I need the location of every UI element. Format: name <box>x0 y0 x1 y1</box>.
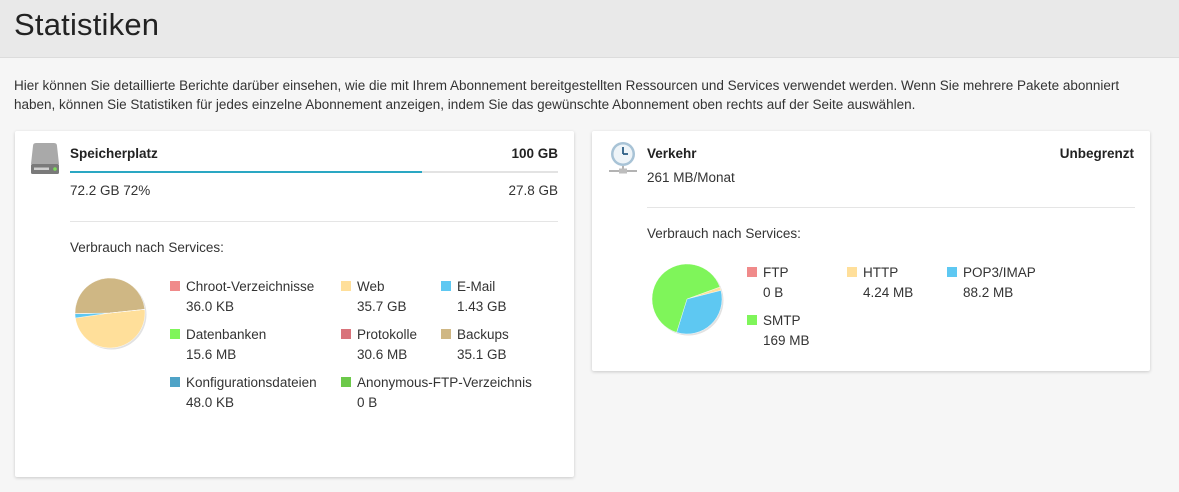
pie-slice-smtp <box>651 263 721 333</box>
legend-value: 15.6 MB <box>186 347 237 362</box>
legend-item: Chroot-Verzeichnisse 36.0 KB <box>170 277 314 317</box>
traffic-pie-chart <box>651 263 724 336</box>
page-title: Statistiken <box>14 7 160 42</box>
legend-item: Datenbanken 15.6 MB <box>170 325 266 365</box>
legend-label: Anonymous-FTP-Verzeichnis <box>357 375 532 390</box>
traffic-services-label: Verbrauch nach Services: <box>647 226 801 241</box>
legend-item: FTP 0 B <box>747 263 789 303</box>
legend-swatch <box>441 329 451 339</box>
traffic-title: Verkehr <box>647 146 697 161</box>
legend-label: Web <box>357 279 385 294</box>
legend-value: 36.0 KB <box>186 299 235 314</box>
divider <box>70 221 558 222</box>
legend-swatch <box>847 267 857 277</box>
pie-slice-backups <box>74 277 146 314</box>
legend-label: Chroot-Verzeichnisse <box>186 279 315 294</box>
legend-label: Konfigurationsdateien <box>186 375 317 390</box>
legend-value: 30.6 MB <box>357 347 408 362</box>
legend-label: SMTP <box>763 313 801 328</box>
legend-value: 1.43 GB <box>457 299 507 314</box>
legend-item: Anonymous-FTP-Verzeichnis 0 B <box>341 373 532 413</box>
legend-value: 88.2 MB <box>963 285 1014 300</box>
traffic-limit: Unbegrenzt <box>1059 146 1134 161</box>
storage-free: 27.8 GB <box>508 183 558 198</box>
storage-services-label: Verbrauch nach Services: <box>70 240 224 255</box>
legend-label: FTP <box>763 265 789 280</box>
legend-item: SMTP 169 MB <box>747 311 810 351</box>
legend-value: 48.0 KB <box>186 395 235 410</box>
storage-usage-bar <box>70 171 558 173</box>
legend-label: E-Mail <box>457 279 496 294</box>
legend-swatch <box>441 281 451 291</box>
legend-swatch <box>170 329 180 339</box>
pie-slice-web <box>75 309 146 349</box>
legend-value: 0 B <box>763 285 784 300</box>
legend-item: Backups 35.1 GB <box>441 325 509 365</box>
legend-value: 169 MB <box>763 333 810 348</box>
legend-item: Konfigurationsdateien 48.0 KB <box>170 373 317 413</box>
legend-swatch <box>747 315 757 325</box>
legend-swatch <box>170 377 180 387</box>
legend-label: Protokolle <box>357 327 418 342</box>
legend-value: 4.24 MB <box>863 285 914 300</box>
traffic-monthly: 261 MB/Monat <box>647 170 735 185</box>
legend-item: E-Mail 1.43 GB <box>441 277 507 317</box>
traffic-card: Verkehr Unbegrenzt 261 MB/Monat Verbrauc… <box>592 131 1150 371</box>
legend-item: HTTP 4.24 MB <box>847 263 913 303</box>
legend-value: 35.7 GB <box>357 299 407 314</box>
legend-label: POP3/IMAP <box>963 265 1036 280</box>
hard-drive-icon <box>31 143 59 174</box>
legend-swatch <box>341 377 351 387</box>
storage-pie-chart <box>74 277 147 350</box>
storage-used: 72.2 GB 72% <box>70 183 151 198</box>
storage-usage-bar-fill <box>70 171 423 173</box>
storage-title: Speicherplatz <box>70 146 158 161</box>
legend-swatch <box>170 281 180 291</box>
legend-item: Web 35.7 GB <box>341 277 407 317</box>
intro-text: Hier können Sie detaillierte Berichte da… <box>14 78 1120 112</box>
legend-value: 0 B <box>357 395 378 410</box>
legend-swatch <box>341 281 351 291</box>
page-header: Statistiken <box>0 0 1179 58</box>
legend-item: POP3/IMAP 88.2 MB <box>947 263 1036 303</box>
legend-label: Backups <box>457 327 509 342</box>
legend-item: Protokolle 30.6 MB <box>341 325 417 365</box>
legend-label: Datenbanken <box>186 327 267 342</box>
network-clock-icon <box>609 142 637 174</box>
legend-value: 35.1 GB <box>457 347 507 362</box>
storage-card: Speicherplatz 100 GB 72.2 GB 72% 27.8 GB… <box>15 131 574 477</box>
pie-slice-pop3-imap <box>676 290 723 335</box>
divider <box>647 207 1135 208</box>
legend-swatch <box>947 267 957 277</box>
legend-label: HTTP <box>863 265 899 280</box>
storage-limit: 100 GB <box>511 146 558 161</box>
pie-slice-konfigurationsdateien <box>109 309 146 314</box>
legend-swatch <box>747 267 757 277</box>
legend-swatch <box>341 329 351 339</box>
